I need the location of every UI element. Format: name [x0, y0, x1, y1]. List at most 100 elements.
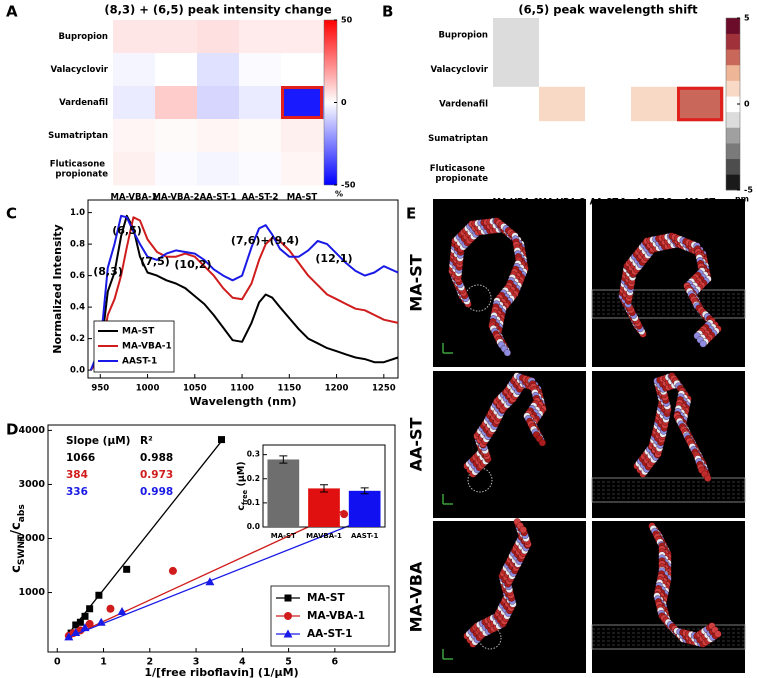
y-tick-label: 0.3 [247, 450, 260, 459]
colorbar-step [726, 143, 740, 160]
snapshot [592, 371, 745, 518]
peak-annotation: (8,3) [93, 265, 123, 278]
peak-annotation: (10,2) [174, 258, 211, 271]
row-label: Valacyclovir [430, 65, 488, 75]
colorbar-tick-label: -50 [341, 181, 356, 190]
stats-r2: 0.988 [140, 452, 173, 464]
row-label: AA-ST [407, 417, 426, 471]
highlight-box [281, 86, 323, 119]
x-tick-label: 1 [100, 657, 107, 668]
atom [503, 349, 511, 357]
x-tick-label: 1200 [325, 384, 349, 394]
heatmap-cell [155, 119, 198, 153]
panel-label: A [6, 3, 18, 21]
stats-slope: 336 [66, 486, 88, 498]
x-tick-label: 6 [332, 657, 339, 668]
point [85, 619, 94, 628]
heatmap-cell [113, 119, 156, 153]
row-label: Fluticasone propionate [50, 159, 108, 179]
point [86, 605, 94, 613]
atom [538, 439, 546, 447]
heatmap-cell [197, 53, 240, 87]
y-tick-label: 0.2 [70, 334, 85, 344]
column-label: AA-ST-2 [242, 193, 279, 203]
heatmap-cell [539, 155, 586, 191]
row-label: Valacyclovir [50, 65, 108, 75]
axis-triad [442, 649, 453, 660]
row-label: Vardenafil [59, 98, 108, 108]
x-axis-label: Wavelength (nm) [190, 395, 297, 408]
snapshot [592, 199, 745, 367]
heatmap-cell [113, 86, 156, 120]
series-line [89, 214, 399, 371]
x-tick-label: 2 [146, 657, 153, 668]
column-label: MA-ST [287, 193, 318, 203]
legend-label: AAST-1 [122, 357, 157, 367]
bar [267, 459, 300, 527]
y-tick-label: 0.8 [70, 240, 85, 250]
legend-label: AA-ST-1 [307, 628, 352, 640]
panel-label: D [6, 421, 18, 439]
heatmap-cell [585, 121, 632, 156]
point [340, 510, 349, 519]
colorbar-tick-label: 5 [744, 14, 750, 23]
heatmap-cell [197, 119, 240, 153]
x-tick-label: 0 [54, 657, 61, 668]
point [64, 632, 74, 641]
atom [704, 474, 712, 482]
y-tick-label: 0.0 [70, 366, 85, 376]
y-tick-label: 0.0 [247, 522, 260, 531]
legend-label: MA-ST [122, 327, 155, 337]
colorbar-step [726, 49, 740, 66]
point [205, 577, 215, 586]
row-label: Vardenafil [439, 100, 488, 110]
heatmap-cell [585, 155, 632, 191]
x-tick-label: 1250 [372, 384, 396, 394]
x-axis-label: 1/[free riboflavin] (1/µM) [144, 666, 298, 678]
point [283, 629, 293, 638]
y-tick-label: 0.2 [247, 474, 260, 483]
error-bar [279, 455, 288, 464]
y-tick-label: 0.6 [70, 271, 85, 281]
peak-annotation: (6,5) [112, 224, 142, 237]
heatmap-cell [113, 152, 156, 186]
heatmap-cell [585, 18, 632, 53]
bar [308, 488, 340, 527]
row-label: Sumatriptan [48, 131, 108, 141]
colorbar-step [726, 80, 740, 97]
heatmap-cell [155, 152, 198, 186]
colorbar-step [726, 18, 740, 34]
label-part: SWNT [17, 534, 27, 565]
legend-label: MA-ST [307, 592, 345, 604]
fit-line [66, 509, 345, 640]
atom [714, 630, 722, 638]
colorbar [324, 20, 337, 185]
x-tick-label: 1050 [183, 384, 207, 394]
x-tick-label: 4 [239, 657, 246, 668]
heatmap-cell [197, 86, 240, 120]
peak-annotation: (12,1) [315, 252, 352, 265]
row-label: Bupropion [438, 31, 488, 41]
row-label: MA-ST [407, 254, 426, 311]
point [81, 612, 89, 620]
heatmap-cell [197, 20, 240, 54]
plot-frame [87, 199, 399, 379]
highlight-box [677, 86, 723, 122]
heatmap-cell [677, 18, 724, 53]
error-bar [360, 487, 369, 495]
label-part: c [9, 565, 24, 573]
y-tick-label: 4000 [19, 425, 46, 436]
y-tick-label: 3000 [19, 479, 46, 490]
column-label: MA-VBA-2 [152, 193, 199, 203]
heatmap-cell [493, 86, 540, 122]
stats-slope: 384 [66, 469, 88, 481]
row-label: MA-VBA [407, 561, 426, 632]
heatmap-cell [239, 119, 282, 153]
heatmap-cell [677, 121, 724, 156]
nanotube-end [467, 467, 493, 493]
y-axis-label: cSWNT/cabs [9, 504, 27, 573]
legend-label: MA-VBA-1 [122, 342, 172, 352]
heatmap-cell [155, 20, 198, 54]
heatmap-cell [493, 18, 540, 53]
stats-header: R² [140, 435, 153, 447]
